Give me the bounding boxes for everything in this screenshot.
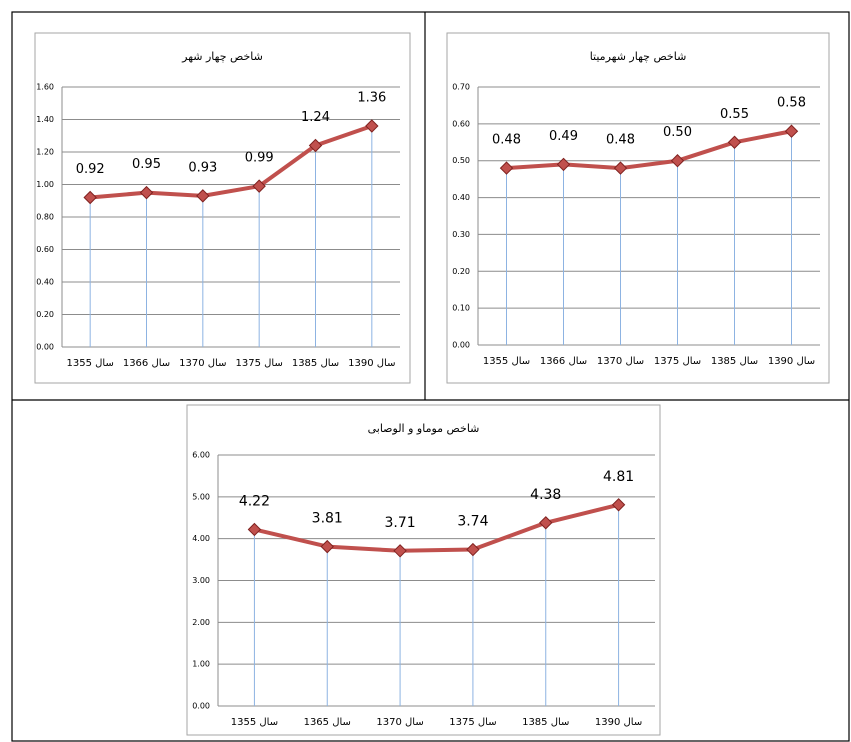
marker	[784, 124, 799, 138]
data-label: 4.81	[603, 469, 634, 485]
y-tick-label: 1.60	[36, 83, 54, 92]
chart-title: شاخص چهار شهرمیتا	[590, 50, 687, 63]
line	[253, 502, 620, 553]
x-tick-label: سال 1355	[231, 717, 278, 728]
y-tick-label: 0.00	[36, 343, 54, 352]
data-label: 0.55	[720, 107, 749, 122]
data-label: 3.74	[457, 514, 488, 530]
x-tick-label: سال 1370	[376, 717, 423, 728]
y-tick-label: 6.00	[192, 451, 210, 460]
table-borders	[11, 11, 850, 742]
x-tick-label: سال 1375	[654, 356, 701, 367]
marker	[393, 544, 407, 558]
x-tick-label: سال 1366	[123, 358, 170, 369]
marker	[365, 119, 379, 133]
line	[506, 129, 792, 171]
marker	[670, 154, 685, 168]
y-tick-label: 0.60	[36, 245, 54, 254]
marker	[611, 498, 626, 512]
chart-title: شاخص موماو و الوصابی	[368, 422, 480, 435]
y-tick-label: 0.40	[36, 278, 54, 287]
marker	[139, 185, 154, 200]
y-tick-label: 0.10	[452, 304, 470, 313]
marker	[727, 135, 742, 149]
y-tick-label: 1.00	[192, 660, 210, 669]
data-label: 0.93	[188, 160, 217, 175]
x-tick-label: سال 1390	[768, 356, 815, 367]
x-tick-label: سال 1366	[540, 356, 587, 367]
x-tick-label: سال 1365	[304, 717, 351, 728]
x-tick-label: سال 1385	[522, 717, 569, 728]
marker	[466, 542, 480, 557]
marker	[83, 190, 97, 205]
y-tick-label: 0.70	[452, 83, 470, 92]
chart: شاخص موماو و الوصابی 0.00 1.00 2.00 3.00 4.00…	[186, 404, 661, 736]
marker	[499, 161, 514, 175]
data-label: 0.58	[777, 96, 806, 111]
data-label: 4.38	[530, 487, 561, 503]
chart-frame	[34, 32, 411, 384]
data-label: 0.48	[606, 133, 635, 148]
marker	[196, 189, 210, 203]
y-tick-label: 0.20	[36, 310, 54, 319]
x-tick-label: سال 1355	[67, 358, 114, 369]
y-tick-label: 5.00	[192, 492, 210, 501]
x-tick-label: سال 1370	[597, 356, 644, 367]
y-tick-label: 0.80	[36, 213, 54, 222]
y-tick-label: 0.40	[452, 193, 470, 202]
y-tick-label: 1.20	[36, 148, 54, 157]
y-tick-label: 1.40	[36, 115, 54, 124]
data-label: 0.95	[132, 157, 161, 172]
data-label: 0.48	[492, 133, 521, 148]
data-label: 0.99	[245, 151, 274, 166]
data-label: 0.92	[76, 162, 105, 177]
y-tick-label: 0.30	[452, 230, 470, 239]
x-tick-label: سال 1385	[292, 358, 339, 369]
y-tick-label: 4.00	[192, 534, 210, 543]
chart-title: شاخص چهار شهر	[181, 50, 263, 63]
marker	[247, 522, 262, 537]
marker	[556, 157, 571, 172]
y-tick-label: 2.00	[192, 618, 210, 627]
y-tick-label: 0.00	[192, 702, 210, 711]
y-tick-label: 0.20	[452, 267, 470, 276]
x-tick-label: سال 1375	[449, 717, 496, 728]
data-label: 3.71	[384, 515, 415, 531]
x-tick-label: سال 1375	[236, 358, 283, 369]
marker	[539, 516, 553, 530]
line	[89, 124, 373, 200]
marker	[308, 138, 323, 153]
y-tick-label: 3.00	[192, 576, 210, 585]
x-tick-label: سال 1370	[179, 358, 226, 369]
data-label: 1.24	[301, 110, 330, 125]
chart-frame	[446, 32, 830, 384]
data-label: 3.81	[312, 511, 343, 527]
x-tick-label: سال 1390	[348, 358, 395, 369]
chart: شاخص چهار شهرمیتا 0.00 0.10 0.20 0.30 0.40 0.5…	[446, 32, 830, 384]
data-label: 0.50	[663, 125, 692, 140]
marker	[252, 179, 266, 193]
y-tick-label: 0.60	[452, 119, 470, 128]
marker	[320, 539, 334, 554]
data-label: 4.22	[239, 493, 270, 509]
data-label: 1.36	[357, 91, 386, 106]
x-tick-label: سال 1355	[483, 356, 530, 367]
chart: شاخص چهار شهر 0.00 0.20 0.40 0.60 0.80 1.00 1.2…	[34, 32, 411, 384]
chart-frame	[186, 404, 661, 736]
y-tick-label: 0.00	[452, 341, 470, 350]
y-tick-label: 0.50	[452, 156, 470, 165]
data-label: 0.49	[549, 129, 578, 144]
x-tick-label: سال 1385	[711, 356, 758, 367]
marker	[613, 161, 628, 175]
y-tick-label: 1.00	[36, 180, 54, 189]
x-tick-label: سال 1390	[595, 717, 642, 728]
